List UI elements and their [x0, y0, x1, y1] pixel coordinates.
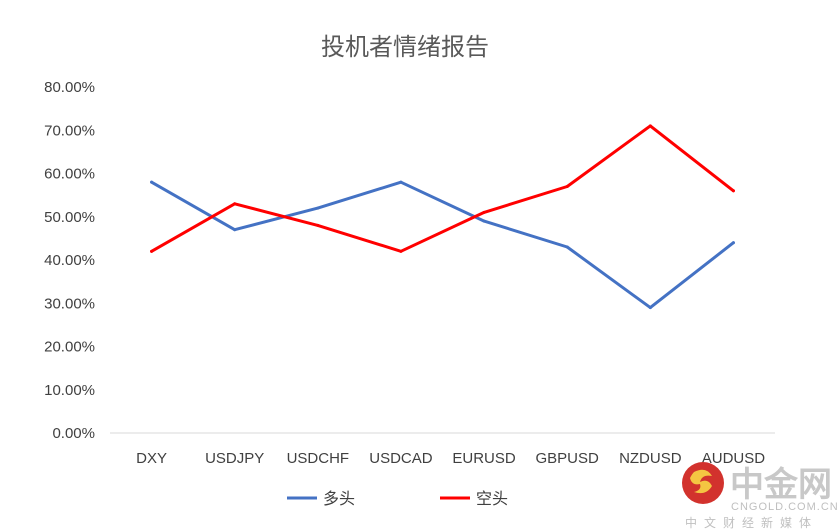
- x-axis: DXY USDJPY USDCHF USDCAD EURUSD GBPUSD NZDUSD A…: [136, 450, 765, 467]
- data-point: [482, 210, 486, 214]
- data-point: [316, 223, 320, 227]
- data-point: [233, 228, 237, 232]
- data-point: [648, 124, 652, 128]
- data-point: [482, 219, 486, 223]
- watermark-url: CNGOLD.COM.CN: [731, 501, 837, 513]
- chart-title: 投机者情绪报告: [321, 34, 489, 61]
- y-tick-label: 40.00%: [44, 252, 95, 269]
- data-point: [316, 206, 320, 210]
- x-tick-label: USDCHF: [287, 450, 350, 467]
- series-line-1: [150, 124, 735, 253]
- plot-area: [150, 124, 735, 310]
- data-point: [731, 189, 735, 193]
- data-point: [399, 249, 403, 253]
- y-tick-label: 0.00%: [52, 425, 95, 442]
- legend: 多头 空头: [287, 490, 508, 508]
- legend-label: 多头: [323, 490, 355, 508]
- y-tick-label: 60.00%: [44, 166, 95, 183]
- watermark-name: 中金网: [730, 465, 832, 504]
- data-point: [565, 184, 569, 188]
- series-line-0: [150, 180, 735, 310]
- x-tick-label: AUDUSD: [702, 450, 766, 467]
- watermark-subtitle: 中文财经新媒体: [685, 515, 818, 530]
- x-tick-label: USDJPY: [205, 450, 264, 467]
- y-tick-label: 30.00%: [44, 295, 95, 312]
- y-tick-label: 10.00%: [44, 382, 95, 399]
- x-tick-label: NZDUSD: [619, 450, 682, 467]
- x-tick-label: GBPUSD: [536, 450, 600, 467]
- x-tick-label: USDCAD: [369, 450, 433, 467]
- legend-label: 空头: [476, 490, 508, 508]
- data-point: [399, 180, 403, 184]
- watermark: 中金网 CNGOLD.COM.CN 中文财经新媒体: [682, 462, 837, 530]
- y-tick-label: 80.00%: [44, 79, 95, 96]
- y-axis: 80.00% 70.00% 60.00% 50.00% 40.00% 30.00% 20.0…: [44, 79, 95, 442]
- y-tick-label: 20.00%: [44, 339, 95, 356]
- data-point: [233, 202, 237, 206]
- data-point: [150, 180, 154, 184]
- x-tick-label: EURUSD: [452, 450, 516, 467]
- data-point: [648, 306, 652, 310]
- y-tick-label: 70.00%: [44, 122, 95, 139]
- cngold-logo-icon: [682, 462, 724, 504]
- data-point: [565, 245, 569, 249]
- data-point: [150, 249, 154, 253]
- x-tick-label: DXY: [136, 450, 167, 467]
- y-tick-label: 50.00%: [44, 209, 95, 226]
- data-point: [731, 241, 735, 245]
